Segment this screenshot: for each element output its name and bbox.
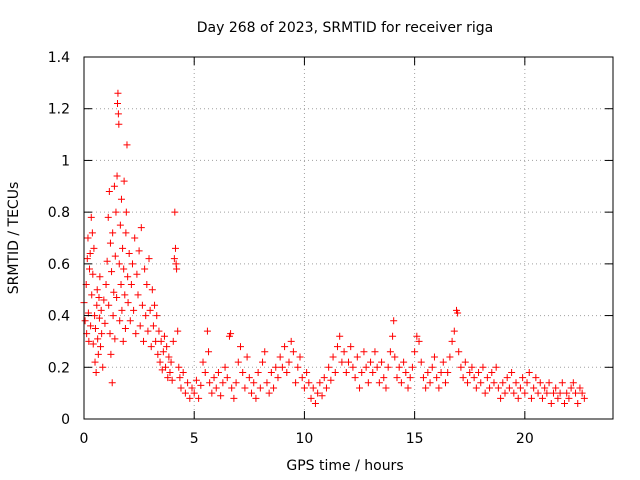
y-tick-label: 0.8 [48, 205, 70, 221]
y-tick-label: 1 [61, 153, 70, 169]
x-tick-label: 20 [516, 431, 534, 447]
y-tick-label: 1.4 [48, 50, 70, 66]
x-tick-label: 5 [190, 431, 199, 447]
y-tick-label: 0 [61, 412, 70, 428]
y-tick-label: 0.2 [48, 360, 70, 376]
x-tick-label: 0 [80, 431, 89, 447]
chart-background [0, 0, 640, 480]
y-axis-title: SRMTID / TECUs [6, 182, 22, 295]
x-tick-label: 10 [296, 431, 314, 447]
x-tick-label: 15 [406, 431, 424, 447]
scatter-chart: Day 268 of 2023, SRMTID for receiver rig… [0, 0, 640, 480]
x-axis-title: GPS time / hours [286, 458, 403, 474]
y-tick-label: 0.4 [48, 309, 70, 325]
y-tick-label: 1.2 [48, 102, 70, 118]
y-tick-label: 0.6 [48, 257, 70, 273]
chart-title: Day 268 of 2023, SRMTID for receiver rig… [197, 20, 494, 36]
